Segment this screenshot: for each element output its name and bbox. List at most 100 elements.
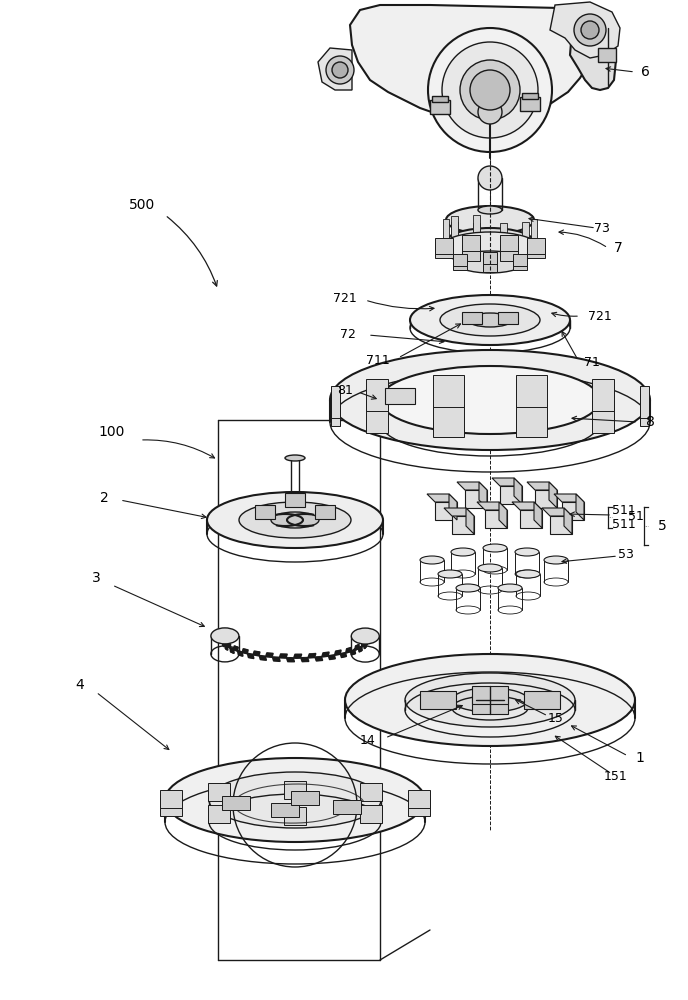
Polygon shape	[535, 490, 557, 508]
Polygon shape	[534, 502, 542, 528]
FancyBboxPatch shape	[270, 803, 299, 817]
Polygon shape	[420, 691, 456, 709]
Text: 6: 6	[641, 65, 649, 79]
Ellipse shape	[207, 492, 383, 548]
Text: 53: 53	[618, 548, 634, 562]
Polygon shape	[451, 216, 458, 241]
Polygon shape	[361, 783, 383, 801]
Polygon shape	[433, 405, 464, 437]
Polygon shape	[462, 245, 480, 261]
Ellipse shape	[209, 772, 381, 828]
Circle shape	[332, 62, 348, 78]
Polygon shape	[592, 379, 614, 411]
Polygon shape	[513, 258, 527, 270]
Text: 51: 51	[628, 510, 644, 524]
Polygon shape	[524, 691, 560, 709]
Polygon shape	[477, 502, 507, 510]
Polygon shape	[576, 494, 584, 520]
Ellipse shape	[211, 628, 239, 644]
Ellipse shape	[352, 628, 379, 644]
Polygon shape	[465, 490, 487, 508]
Polygon shape	[284, 807, 306, 825]
Polygon shape	[492, 478, 522, 486]
Ellipse shape	[271, 512, 319, 528]
Polygon shape	[472, 696, 508, 714]
Polygon shape	[514, 478, 522, 504]
Ellipse shape	[455, 251, 525, 273]
FancyBboxPatch shape	[315, 505, 335, 519]
Text: 511: 511	[612, 504, 636, 516]
Text: 1: 1	[636, 751, 645, 765]
Polygon shape	[479, 482, 487, 508]
Text: 5: 5	[658, 519, 667, 533]
Polygon shape	[562, 502, 584, 520]
Polygon shape	[483, 252, 497, 264]
Circle shape	[478, 688, 502, 712]
Polygon shape	[433, 375, 464, 407]
Text: 2: 2	[100, 491, 109, 505]
Text: 3: 3	[92, 571, 100, 585]
Polygon shape	[443, 219, 449, 244]
Ellipse shape	[330, 350, 650, 450]
FancyBboxPatch shape	[292, 791, 319, 805]
Text: 7: 7	[614, 241, 623, 255]
Text: 511: 511	[612, 518, 636, 530]
Circle shape	[478, 166, 502, 190]
Polygon shape	[466, 508, 474, 534]
Polygon shape	[500, 245, 518, 261]
Polygon shape	[522, 222, 529, 247]
Text: 721: 721	[333, 292, 357, 304]
Ellipse shape	[405, 673, 575, 727]
Polygon shape	[449, 494, 457, 520]
Polygon shape	[500, 235, 518, 251]
Ellipse shape	[498, 584, 522, 592]
Text: 71: 71	[584, 356, 600, 368]
Polygon shape	[160, 790, 182, 808]
Circle shape	[574, 14, 606, 46]
Polygon shape	[516, 375, 547, 407]
Polygon shape	[512, 502, 542, 510]
Polygon shape	[451, 222, 458, 247]
FancyBboxPatch shape	[432, 96, 448, 102]
Ellipse shape	[446, 228, 534, 256]
Polygon shape	[641, 394, 649, 426]
Polygon shape	[542, 508, 572, 516]
Polygon shape	[350, 5, 595, 123]
Polygon shape	[435, 242, 453, 258]
Ellipse shape	[468, 313, 512, 327]
Polygon shape	[473, 223, 480, 248]
Polygon shape	[453, 254, 466, 266]
Ellipse shape	[285, 455, 305, 461]
Polygon shape	[435, 238, 453, 254]
Ellipse shape	[438, 570, 462, 578]
Polygon shape	[527, 238, 545, 254]
Polygon shape	[550, 2, 620, 58]
Polygon shape	[483, 260, 497, 272]
Ellipse shape	[440, 304, 540, 336]
Polygon shape	[365, 379, 388, 411]
Ellipse shape	[451, 548, 475, 556]
Polygon shape	[452, 516, 474, 534]
Ellipse shape	[478, 564, 502, 572]
Polygon shape	[513, 254, 527, 266]
Polygon shape	[550, 516, 572, 534]
Polygon shape	[208, 783, 230, 801]
Circle shape	[478, 100, 502, 124]
Polygon shape	[453, 258, 466, 270]
Ellipse shape	[380, 366, 600, 434]
Ellipse shape	[456, 584, 480, 592]
Text: 15: 15	[548, 712, 564, 724]
FancyBboxPatch shape	[222, 796, 250, 810]
Polygon shape	[499, 502, 507, 528]
Ellipse shape	[515, 548, 539, 556]
Polygon shape	[527, 482, 557, 490]
Text: 14: 14	[360, 734, 376, 746]
FancyBboxPatch shape	[255, 505, 275, 519]
Ellipse shape	[165, 758, 425, 842]
Polygon shape	[457, 482, 487, 490]
Circle shape	[460, 60, 520, 120]
FancyBboxPatch shape	[333, 800, 361, 814]
Text: 151: 151	[604, 770, 628, 782]
Text: 721: 721	[588, 310, 612, 322]
FancyBboxPatch shape	[285, 493, 305, 507]
